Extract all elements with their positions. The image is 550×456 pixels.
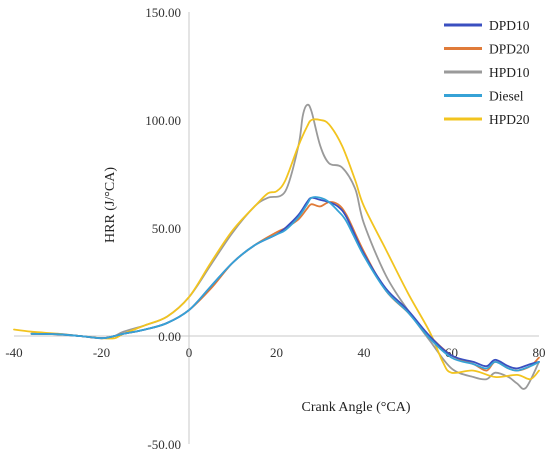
- y-tick-label: -50.00: [147, 437, 181, 452]
- x-tick-labels: -40 -20 0 20 40 60 80: [5, 345, 545, 360]
- y-axis-title: HRR (J/°CA): [103, 167, 118, 243]
- legend-label-hpd20: HPD20: [489, 112, 530, 127]
- series-line-hpd10: [30, 103, 540, 390]
- y-tick-labels: 150.00 100.00 50.00 0.00 -50.00: [145, 5, 181, 452]
- series-line-diesel: [30, 196, 540, 372]
- x-tick-label: -40: [5, 345, 22, 360]
- y-tick-label: 100.00: [145, 113, 181, 128]
- x-tick-label: -20: [93, 345, 110, 360]
- chart-legend: DPD10 DPD20 HPD10 Diesel HPD20: [444, 18, 530, 127]
- legend-label-dpd10: DPD10: [489, 18, 530, 33]
- chart-axes: [14, 12, 539, 444]
- x-axis-title: Crank Angle (°CA): [301, 400, 410, 415]
- legend-label-hpd10: HPD10: [489, 65, 530, 80]
- series-line-hpd20: [13, 118, 540, 381]
- x-tick-label: 80: [533, 345, 546, 360]
- x-tick-label: 20: [270, 345, 283, 360]
- y-tick-label: 50.00: [152, 221, 181, 236]
- series-lines: [13, 103, 540, 390]
- legend-label-diesel: Diesel: [489, 89, 524, 104]
- y-tick-label: 0.00: [158, 329, 181, 344]
- legend-label-dpd20: DPD20: [489, 42, 530, 57]
- y-tick-label: 150.00: [145, 5, 181, 20]
- x-tick-label: 0: [186, 345, 193, 360]
- x-tick-label: 40: [358, 345, 371, 360]
